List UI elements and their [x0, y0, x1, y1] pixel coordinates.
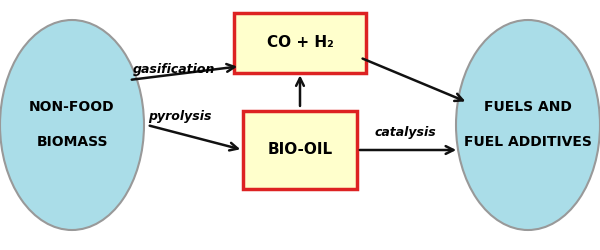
Ellipse shape [0, 20, 144, 230]
Text: FUELS AND: FUELS AND [484, 100, 572, 114]
Ellipse shape [456, 20, 600, 230]
Text: NON-FOOD: NON-FOOD [29, 100, 115, 114]
Text: BIOMASS: BIOMASS [36, 136, 108, 149]
Text: gasification: gasification [133, 64, 215, 76]
Text: BIO-OIL: BIO-OIL [268, 142, 332, 158]
FancyBboxPatch shape [234, 12, 366, 72]
Text: catalysis: catalysis [374, 126, 436, 139]
Text: CO + H₂: CO + H₂ [266, 35, 334, 50]
FancyBboxPatch shape [243, 111, 357, 189]
Text: pyrolysis: pyrolysis [148, 110, 212, 123]
Text: FUEL ADDITIVES: FUEL ADDITIVES [464, 136, 592, 149]
